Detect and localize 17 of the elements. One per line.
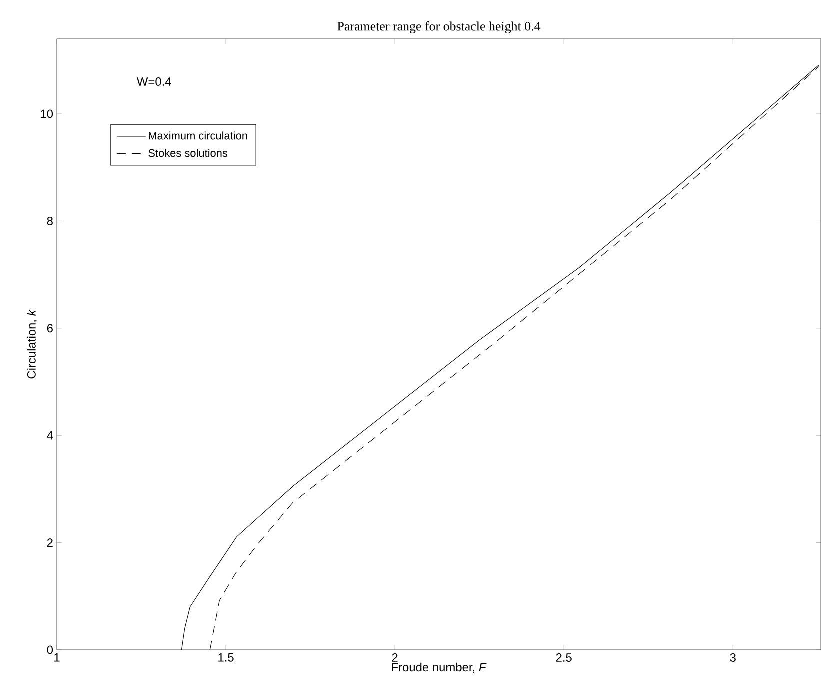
y-tick-label: 4 bbox=[47, 432, 54, 440]
x-tick-label: 2.5 bbox=[556, 654, 572, 662]
y-tick-label: 8 bbox=[47, 216, 53, 226]
y-tick-label: 2 bbox=[47, 538, 53, 547]
x-tick-label: 3 bbox=[730, 654, 736, 662]
annotation: W=0.4 bbox=[136, 78, 172, 86]
x-tick-label: 1.5 bbox=[218, 654, 234, 662]
y-tick-label: 0 bbox=[47, 646, 54, 654]
y-axis-title: Circulation, k bbox=[27, 310, 38, 379]
y-tick-label: 6 bbox=[47, 324, 53, 333]
x-tick-label: 1 bbox=[54, 654, 60, 662]
legend-label: Stokes solutions bbox=[148, 149, 228, 158]
x-axis-title: Froude number, F bbox=[392, 662, 487, 674]
x-tick-label: 2 bbox=[392, 654, 398, 662]
chart-title: Parameter range for obstacle height 0.4 bbox=[338, 22, 541, 34]
y-tick-label: 10 bbox=[41, 110, 54, 118]
legend-label: Maximum circulation bbox=[149, 132, 248, 140]
